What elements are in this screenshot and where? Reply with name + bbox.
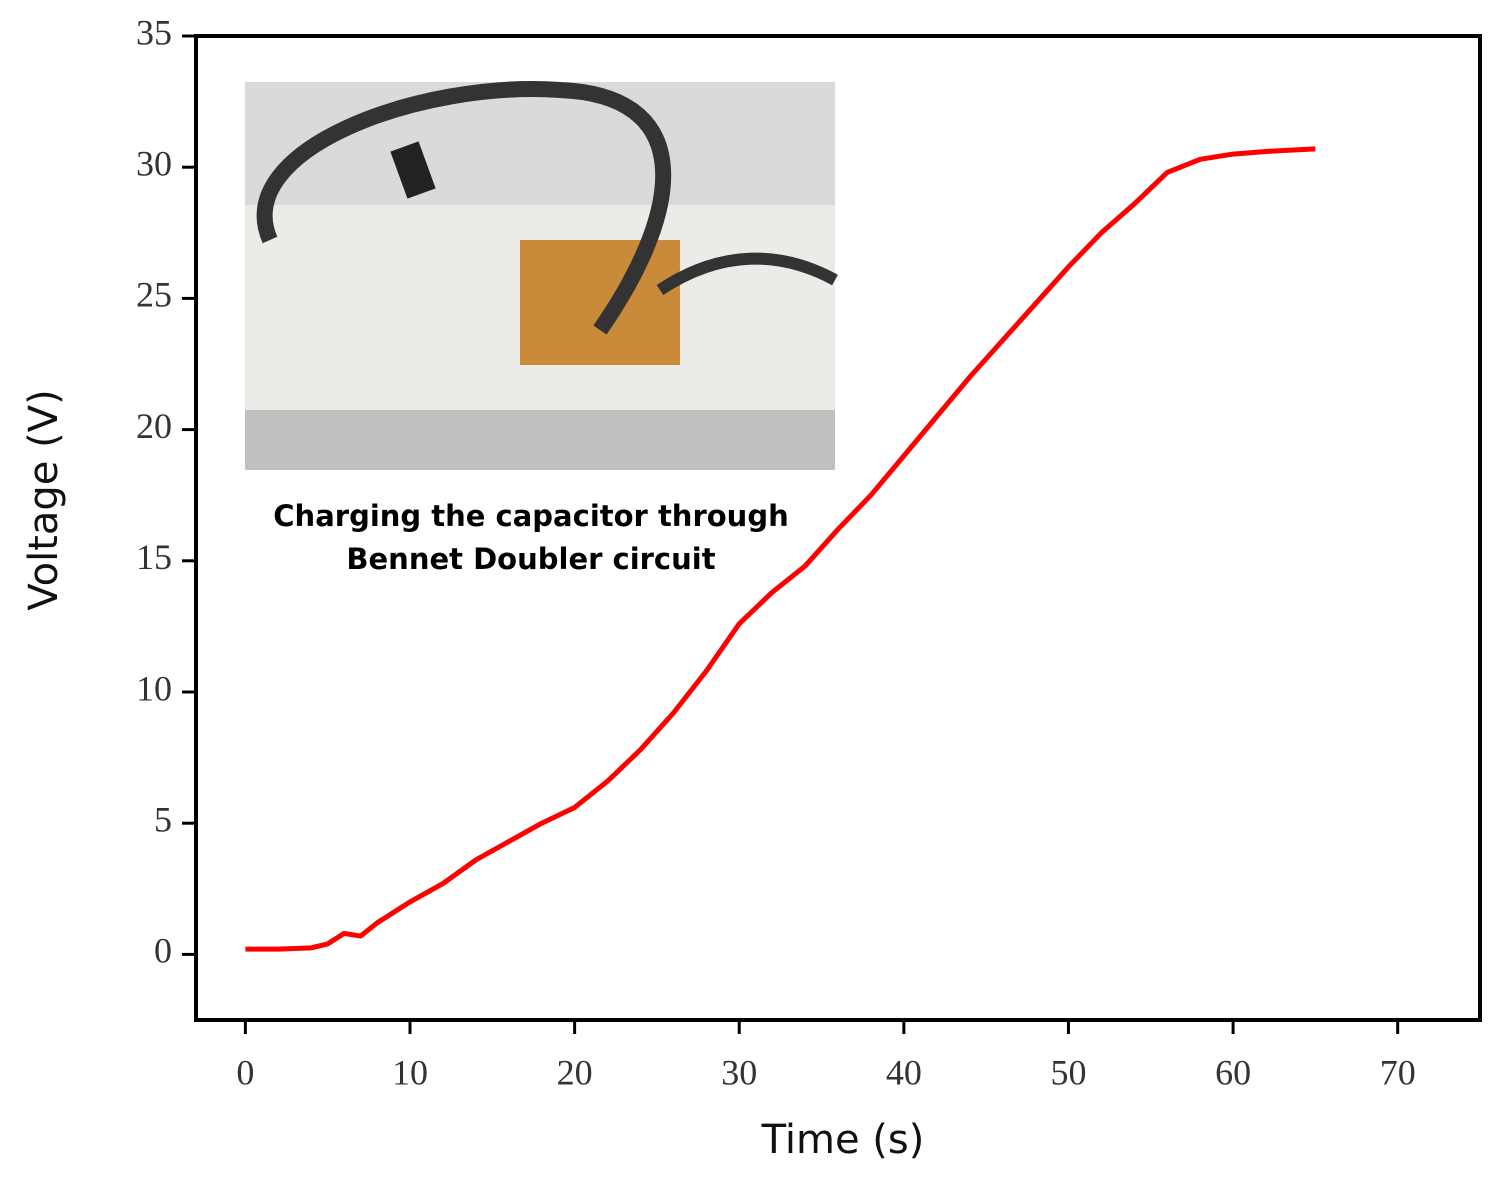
x-axis-title: Time (s): [761, 1117, 925, 1163]
annotation: Charging the capacitor through: [273, 499, 788, 533]
x-tick-label: 0: [236, 1052, 254, 1092]
y-tick-label: 10: [136, 668, 172, 708]
inset-photo: [245, 81, 838, 470]
x-tick-label: 40: [886, 1052, 922, 1092]
x-tick-label: 10: [392, 1052, 428, 1092]
x-tick-label: 30: [721, 1052, 757, 1092]
plot-frame: [194, 34, 1482, 1022]
x-tick-label: 70: [1380, 1052, 1416, 1092]
x-tick-label: 50: [1050, 1052, 1086, 1092]
y-tick-label: 20: [136, 406, 172, 446]
data-line: [245, 146, 1316, 952]
y-tick-label: 5: [154, 799, 172, 839]
y-tick-label: 0: [154, 931, 172, 971]
annotation: Bennet Doubler circuit: [346, 542, 715, 576]
x-tick-label: 20: [557, 1052, 593, 1092]
y-tick-label: 35: [136, 12, 172, 52]
y-tick-label: 30: [136, 143, 172, 183]
x-tick-label: 60: [1215, 1052, 1251, 1092]
y-axis-title: Voltage (V): [21, 389, 67, 610]
y-tick-label: 25: [136, 275, 172, 315]
y-tick-label: 15: [136, 537, 172, 577]
